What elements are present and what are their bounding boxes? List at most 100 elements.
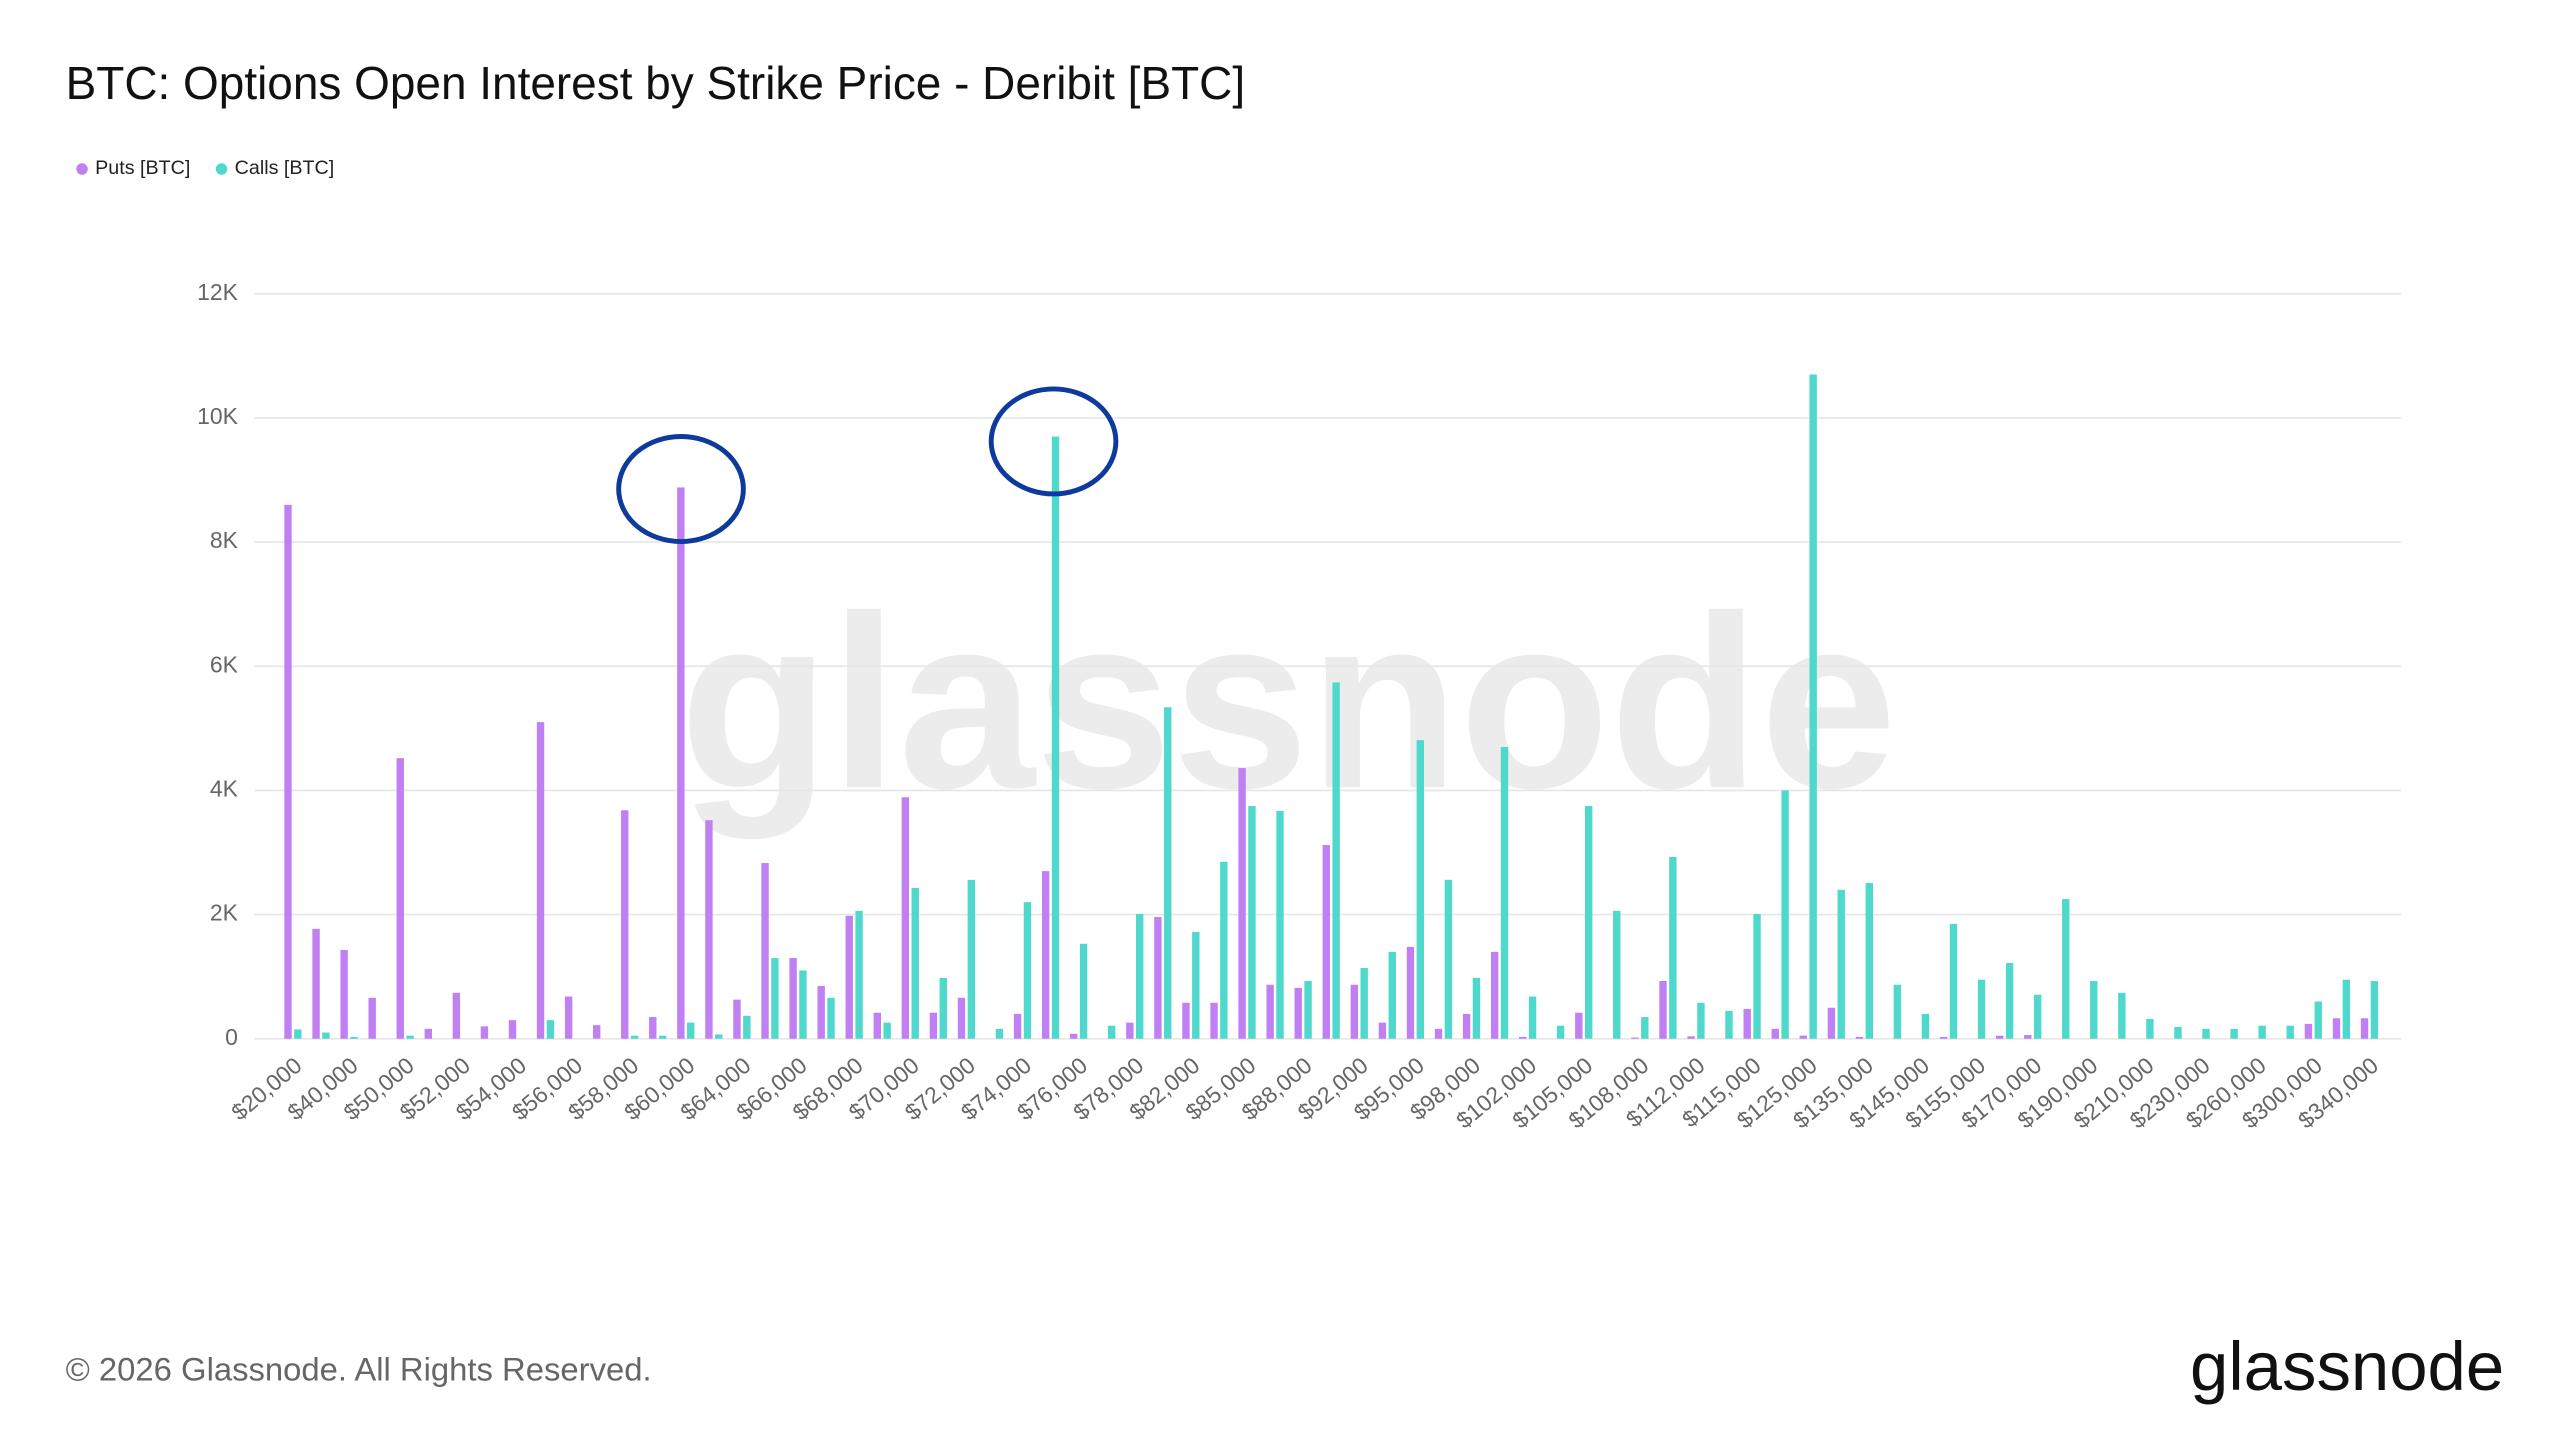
bar xyxy=(1406,946,1415,1039)
bar xyxy=(406,1035,414,1039)
bar xyxy=(1136,913,1144,1039)
bar xyxy=(1266,984,1274,1039)
bar xyxy=(789,958,797,1039)
bar xyxy=(1220,861,1228,1039)
bar xyxy=(2314,1001,2322,1039)
bar xyxy=(1837,889,1845,1039)
bar xyxy=(1584,805,1593,1039)
bar xyxy=(564,996,573,1039)
bar xyxy=(1079,943,1088,1039)
bar xyxy=(350,1036,358,1039)
bar xyxy=(1949,923,1958,1039)
y-tick-label: 8K xyxy=(210,527,239,553)
bar xyxy=(1613,910,1621,1039)
bar xyxy=(1659,981,1667,1039)
bar xyxy=(1360,967,1368,1039)
bar xyxy=(1799,1035,1808,1039)
bar xyxy=(1276,810,1284,1039)
bar xyxy=(2024,1035,2032,1039)
bar xyxy=(1210,1002,1218,1039)
bar xyxy=(621,810,629,1039)
bar xyxy=(929,1012,938,1039)
bar xyxy=(649,1017,657,1039)
bar xyxy=(1556,1025,1565,1039)
bar xyxy=(2258,1025,2266,1039)
bar xyxy=(1519,1036,1527,1039)
bar xyxy=(687,1022,695,1039)
bar xyxy=(1041,871,1050,1039)
bar xyxy=(1939,1036,1948,1039)
bar xyxy=(1304,981,1312,1039)
bar xyxy=(1669,856,1677,1039)
bar xyxy=(1416,740,1424,1039)
bar xyxy=(1855,1036,1864,1039)
legend-marker xyxy=(215,163,228,175)
bar xyxy=(1350,984,1359,1039)
bar xyxy=(322,1032,330,1039)
bar xyxy=(2360,1018,2369,1039)
bar xyxy=(1490,951,1499,1039)
bar xyxy=(1107,1025,1116,1039)
chart-title: BTC: Options Open Interest by Strike Pri… xyxy=(66,57,1245,109)
bar xyxy=(2146,1018,2154,1039)
bar xyxy=(1743,1008,1751,1039)
bar xyxy=(901,797,910,1039)
bar xyxy=(957,997,966,1039)
bar xyxy=(911,887,919,1039)
bar xyxy=(705,820,713,1039)
bar xyxy=(294,1029,302,1039)
y-tick-label: 12K xyxy=(197,279,239,305)
bar xyxy=(340,949,348,1039)
bar xyxy=(658,1035,667,1039)
bar xyxy=(1164,707,1172,1039)
bar xyxy=(1865,882,1873,1039)
bar xyxy=(1528,996,1537,1039)
bar xyxy=(1434,1028,1443,1039)
bar xyxy=(733,999,741,1039)
bar xyxy=(2118,992,2126,1039)
bar xyxy=(1687,1036,1695,1039)
bar xyxy=(1781,790,1789,1039)
bar xyxy=(1641,1017,1649,1039)
bar xyxy=(1070,1033,1078,1039)
bar xyxy=(2286,1025,2294,1039)
bar xyxy=(1575,1012,1583,1039)
bar xyxy=(536,722,545,1039)
y-tick-label: 6K xyxy=(210,651,239,677)
bar xyxy=(1444,879,1453,1039)
bar xyxy=(368,997,376,1039)
bar xyxy=(1023,902,1032,1039)
bar xyxy=(677,487,685,1039)
bar xyxy=(2090,981,2098,1039)
bar xyxy=(1051,436,1060,1039)
bar xyxy=(1126,1022,1134,1039)
bar xyxy=(2005,963,2014,1039)
annotation-circle xyxy=(988,386,1119,497)
bar xyxy=(1921,1013,1930,1039)
y-tick-label: 0 xyxy=(225,1024,238,1050)
bar xyxy=(715,1034,723,1039)
legend-marker xyxy=(76,163,88,175)
bar xyxy=(2033,994,2042,1039)
bar xyxy=(2062,899,2070,1039)
copyright: © 2026 Glassnode. All Rights Reserved. xyxy=(66,1351,652,1388)
bar xyxy=(1238,768,1246,1039)
bar xyxy=(2332,1018,2341,1039)
bar xyxy=(1332,682,1340,1039)
bar xyxy=(1013,1013,1022,1039)
bar xyxy=(1472,977,1481,1039)
bar xyxy=(630,1035,639,1039)
bar xyxy=(743,1015,751,1039)
bar xyxy=(1154,917,1162,1039)
bar xyxy=(508,1020,517,1039)
watermark: glassnode xyxy=(680,565,1897,840)
bar xyxy=(1771,1028,1779,1039)
bar xyxy=(2370,981,2379,1039)
bar xyxy=(1182,1002,1190,1039)
bar xyxy=(1294,987,1302,1039)
bar xyxy=(2230,1028,2238,1039)
bar xyxy=(1631,1037,1639,1039)
bar xyxy=(1809,374,1817,1039)
